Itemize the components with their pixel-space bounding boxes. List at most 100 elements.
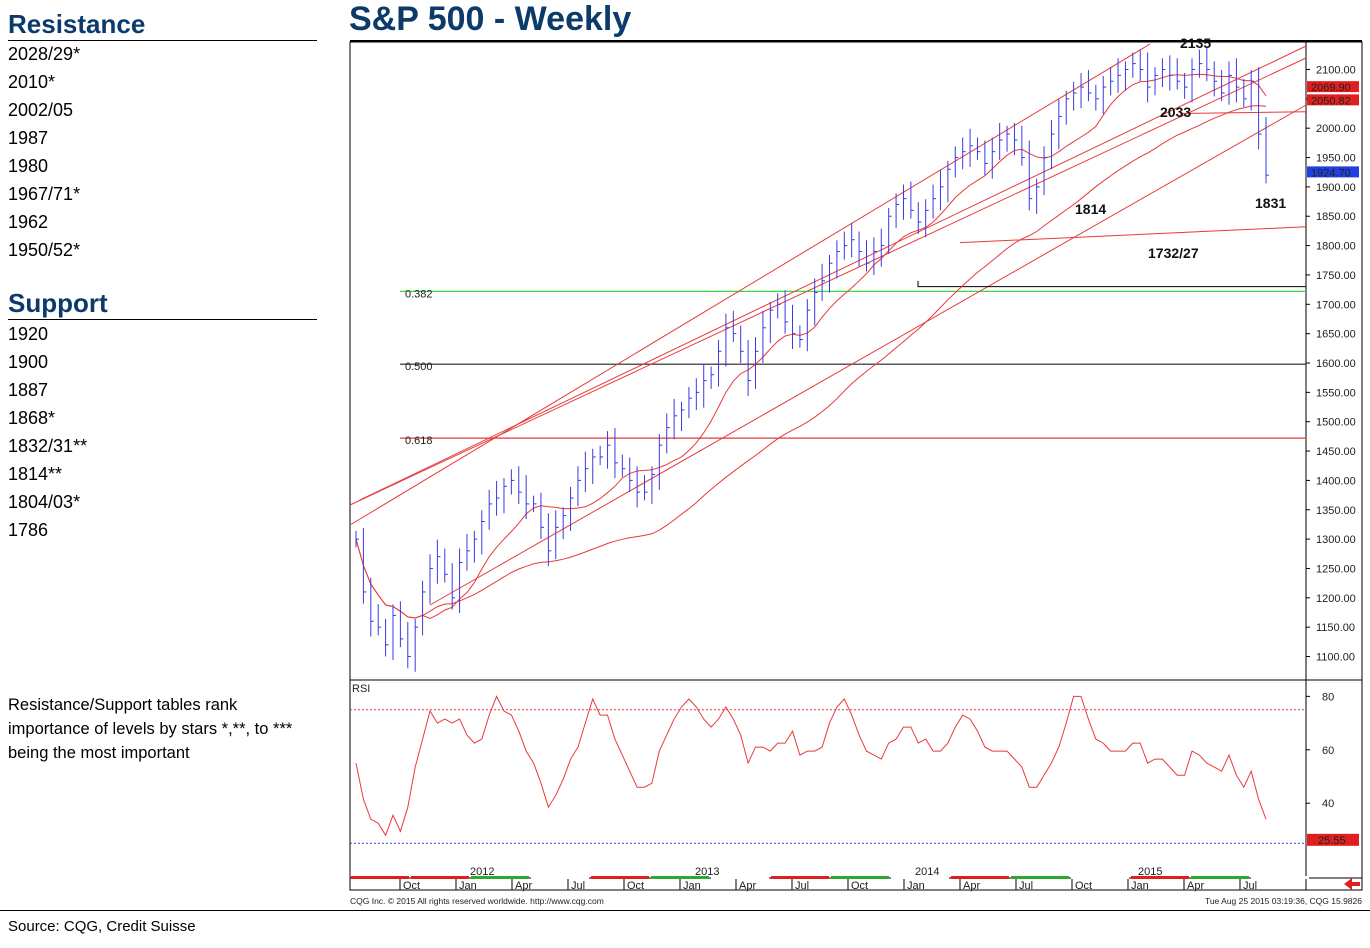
value-tag [1307, 166, 1359, 178]
resistance-level-item: 1950/52* [8, 240, 81, 260]
time-axis-segment [591, 876, 649, 879]
price-tick-label: 1900.00 [1316, 182, 1356, 194]
time-axis-segment [831, 876, 889, 879]
year-label: 2014 [915, 866, 939, 878]
rsi-value-tag [1307, 833, 1359, 846]
rsi-tick-label: 40 [1322, 798, 1334, 810]
time-axis-segment [411, 876, 469, 879]
value-tag-label: 2069.90 [1311, 82, 1351, 94]
price-tick-label: 1650.00 [1316, 329, 1356, 341]
month-label: Jul [1243, 880, 1257, 892]
time-axis-segment [1191, 876, 1249, 879]
resistance-level-item: 1962 [8, 212, 49, 232]
resistance-level-item: 2028/29* [8, 44, 81, 64]
support-level-item: 1804/03* [8, 492, 81, 512]
month-label: Jan [907, 880, 925, 892]
price-tick-label: 1700.00 [1316, 299, 1356, 311]
fib-level-label: 0.500 [405, 361, 433, 373]
support-level-item: 1814** [8, 464, 63, 484]
time-axis-segment [1011, 876, 1069, 879]
support-level-item: 1920 [8, 324, 49, 344]
resistance-level-list: 2028/29* 2010* 2002/05 1987 1980 1967/71* 1962… [8, 40, 80, 264]
ma-10-line [355, 73, 1267, 619]
support-level-item: 1868* [8, 408, 56, 428]
price-tick-label: 1950.00 [1316, 153, 1356, 165]
price-tick-label: 1550.00 [1316, 387, 1356, 399]
time-axis-segment [351, 876, 409, 879]
fib-level-label: 0.618 [405, 435, 433, 447]
trend-channel-line [429, 104, 1307, 606]
price-tick-label: 1350.00 [1316, 505, 1356, 517]
support-level-item: 1832/31** [8, 436, 88, 456]
price-tick-label: 1750.00 [1316, 270, 1356, 282]
month-label: Apr [739, 880, 756, 892]
footer-divider [0, 910, 1370, 911]
trend-channel-line [349, 43, 1151, 526]
price-tick-label: 1850.00 [1316, 211, 1356, 223]
ma-40-line [355, 105, 1267, 619]
rsi-line [355, 695, 1267, 837]
month-label: Jul [1019, 880, 1033, 892]
month-label: Jan [459, 880, 477, 892]
support-level-list: 1920 1900 1887 1868* 1832/31** 1814** 1804/03*… [8, 320, 87, 544]
time-axis-segment [771, 876, 829, 879]
time-axis-segment [471, 876, 529, 879]
price-annotation: 2033 [1160, 104, 1191, 120]
resistance-level-item: 2010* [8, 72, 56, 92]
price-annotation: 1732/27 [1148, 245, 1199, 261]
price-tick-label: 1500.00 [1316, 417, 1356, 429]
ranking-note: Resistance/Support tables rank importanc… [8, 696, 293, 762]
month-label: Jan [1131, 880, 1149, 892]
rsi-tick-label: 80 [1322, 691, 1334, 703]
month-label: Apr [1187, 880, 1204, 892]
scroll-left-arrow-icon[interactable] [1344, 878, 1360, 890]
month-label: Oct [627, 880, 644, 892]
trend-channel-line [359, 45, 1307, 501]
time-axis-segment [891, 876, 949, 879]
resistance-level-item: 2002/05 [8, 100, 74, 120]
resistance-2028-line [1179, 111, 1307, 115]
price-tick-label: 1800.00 [1316, 241, 1356, 253]
month-label: Jul [571, 880, 585, 892]
time-axis-segment [951, 876, 1009, 879]
source-text: Source: CQG, Credit Suisse [8, 918, 196, 935]
support-title: Support [8, 288, 108, 318]
resistance-level-item: 1987 [8, 128, 49, 148]
year-label: 2013 [695, 866, 719, 878]
support-level-item: 1786 [8, 520, 49, 540]
value-tag [1307, 94, 1359, 106]
trend-channel-line [349, 57, 1307, 506]
time-axis-segment [1131, 876, 1189, 879]
resistance-divider [8, 40, 317, 41]
rsi-tick-label: 60 [1322, 745, 1334, 757]
price-tick-label: 1400.00 [1316, 475, 1356, 487]
price-annotation: 2135 [1180, 35, 1211, 51]
time-axis-segment [711, 876, 769, 879]
price-tick-label: 2100.00 [1316, 64, 1356, 76]
resistance-level-item: 1980 [8, 156, 49, 176]
price-tick-label: 1100.00 [1316, 652, 1355, 664]
time-axis-segment [1071, 876, 1129, 879]
month-label: Apr [515, 880, 532, 892]
price-tick-label: 1600.00 [1316, 358, 1356, 370]
time-axis-segment [531, 876, 589, 879]
month-label: Oct [1075, 880, 1092, 892]
support-trendline [959, 226, 1307, 244]
price-tick-label: 1200.00 [1316, 593, 1356, 605]
month-label: Oct [851, 880, 868, 892]
support-divider [8, 319, 317, 320]
time-axis-segment [1251, 876, 1309, 879]
rsi-value-label: 25.55 [1318, 835, 1346, 847]
rsi-label: RSI [352, 683, 370, 695]
resistance-level-item: 1967/71* [8, 184, 81, 204]
time-axis-segment [651, 876, 709, 879]
footer-copyright: CQG Inc. © 2015 All rights reserved worl… [350, 896, 604, 906]
fib-level-label: 0.382 [405, 288, 433, 300]
price-tick-label: 1250.00 [1316, 563, 1356, 575]
month-label: Apr [963, 880, 980, 892]
value-tag-label: 2050.82 [1311, 95, 1351, 107]
price-tick-label: 1150.00 [1316, 622, 1355, 634]
month-label: Jan [683, 880, 701, 892]
resistance-title: Resistance [8, 9, 146, 39]
